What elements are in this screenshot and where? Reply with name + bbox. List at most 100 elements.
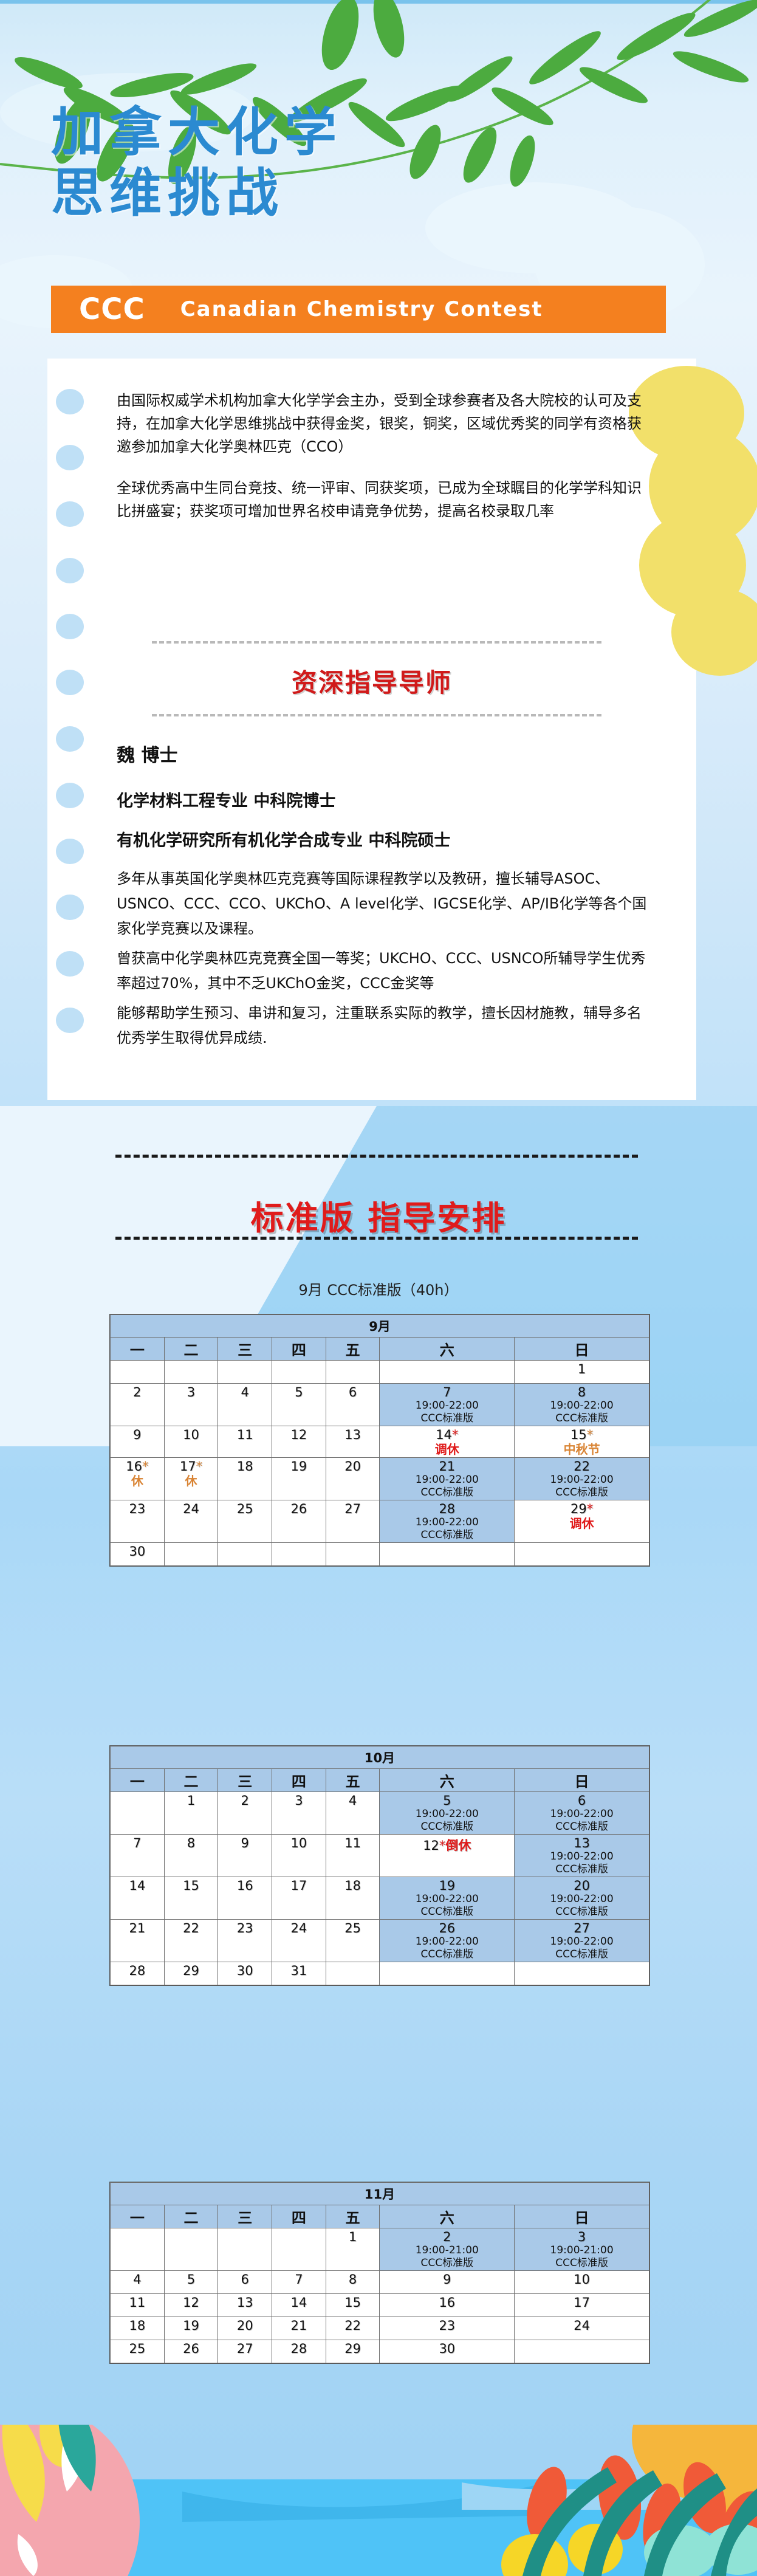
calendar-class-name: CCC标准版 [555, 1486, 608, 1499]
calendar-day-cell: 31 [272, 1962, 326, 1985]
calendar-day-cell: 17 [514, 2293, 649, 2317]
calendar-month-header: 9月 [110, 1314, 649, 1338]
calendar-day-number: 29 [344, 2341, 361, 2356]
calendar-weekday-cell: 三 [218, 2205, 273, 2228]
instructor-name: 魏 博士 [117, 745, 178, 766]
calendar-day-number: 14 [436, 1427, 452, 1442]
calendar-day-number: 24 [183, 1502, 199, 1516]
calendar-day-tag: 倒休 [445, 1838, 471, 1853]
calendar-weekday-cell: 五 [325, 2205, 380, 2228]
bamboo-branch-decoration [0, 0, 757, 187]
calendar-day-number: 15 [344, 2295, 361, 2310]
calendar-class-time: 19:00-21:00 [550, 2244, 614, 2256]
intro-paragraph-1: 由国际权威学术机构加拿大化学学会主办，受到全球参赛者及各大院校的认可及支持，在加… [117, 392, 642, 455]
calendar-day-number: 6 [348, 1385, 357, 1400]
calendar-day-cell: 27 [325, 1500, 380, 1543]
calendar-class-cell[interactable]: 8 19:00-22:00 CCC标准版 [514, 1383, 649, 1426]
calendar-class-cell[interactable]: 27 19:00-22:00 CCC标准版 [514, 1919, 649, 1962]
calendar-class-cell[interactable]: 19 19:00-22:00 CCC标准版 [379, 1877, 515, 1920]
calendar-day-number: 31 [290, 1963, 307, 1978]
calendar-day-cell: 29* 调休 [514, 1500, 649, 1543]
calendar-day-cell: 22 [325, 2317, 380, 2340]
calendar-day-cell: 28 [110, 1962, 165, 1985]
calendar-class-name: CCC标准版 [420, 1906, 474, 1918]
calendar-day-cell: 26 [163, 2340, 219, 2363]
calendar-day-number: 22 [183, 1921, 199, 1935]
calendar-day-cell: 3 [163, 1383, 219, 1426]
calendar-class-time: 19:00-22:00 [415, 1935, 479, 1948]
calendar-day-number: 1 [577, 1362, 586, 1376]
calendar-day-cell: 20 [218, 2317, 273, 2340]
calendar-class-cell[interactable]: 7 19:00-22:00 CCC标准版 [379, 1383, 515, 1426]
calendar-day-number: 2 [133, 1385, 142, 1400]
calendar-day-number: 25 [344, 1921, 361, 1935]
card-bullet-dots [56, 389, 92, 1082]
calendar-class-cell[interactable]: 21 19:00-22:00 CCC标准版 [379, 1457, 515, 1500]
calendar-class-name: CCC标准版 [555, 1948, 608, 1960]
calendar-class-name: CCC标准版 [555, 1906, 608, 1918]
calendar-day-cell: 5 [272, 1383, 326, 1426]
schedule-subtitle: 9月 CCC标准版（40h） [298, 1282, 459, 1299]
calendar-day-number: 15 [570, 1427, 587, 1442]
calendar-class-cell[interactable]: 2 19:00-21:00 CCC标准版 [379, 2228, 515, 2271]
calendar-day-number: 20 [236, 2318, 253, 2333]
calendar-day-number: 17 [179, 1459, 196, 1474]
calendar-day-cell: 20 [325, 1457, 380, 1500]
calendar-day-number: 29 [570, 1502, 587, 1516]
calendar-day-number: 16 [126, 1459, 142, 1474]
calendar-day-cell: 7 [110, 1834, 165, 1877]
calendar-day-cell: 11 [325, 1834, 380, 1877]
calendar-day-cell: 21 [272, 2317, 326, 2340]
bullet-dot [56, 670, 84, 695]
calendar-class-cell[interactable]: 28 19:00-22:00 CCC标准版 [379, 1500, 515, 1543]
calendar-day-cell: 16 [379, 2293, 515, 2317]
calendar-day-number: 8 [348, 2272, 357, 2287]
instructor-section-title: 资深指导导师 [291, 668, 452, 698]
calendar-week-row: 1 [110, 1360, 649, 1384]
calendar-weekday-cell: 五 [325, 1337, 380, 1361]
calendar-class-cell[interactable]: 6 19:00-22:00 CCC标准版 [514, 1791, 649, 1835]
calendar-day-cell: 17 [272, 1877, 326, 1920]
calendar-class-cell[interactable]: 5 19:00-22:00 CCC标准版 [379, 1791, 515, 1835]
calendar-class-cell[interactable]: 13 19:00-22:00 CCC标准版 [514, 1834, 649, 1877]
calendar-day-cell: 1 [325, 2228, 380, 2271]
calendar-class-cell[interactable]: 3 19:00-21:00 CCC标准版 [514, 2228, 649, 2271]
calendar-day-number: 28 [129, 1963, 146, 1978]
calendar-day-cell: 10 [272, 1834, 326, 1877]
holiday-asterisk-icon: * [586, 1427, 594, 1442]
calendar-day-cell: 12 [272, 1426, 326, 1458]
calendar-day-cell: 23 [110, 1500, 165, 1543]
calendar-day-cell [163, 1542, 219, 1566]
calendar-day-cell: 19 [163, 2317, 219, 2340]
calendar-class-cell[interactable]: 20 19:00-22:00 CCC标准版 [514, 1877, 649, 1920]
calendar-week-row: 14 15 16 17 18 19 19:00-22:00 CCC标准版 20 19:00-22:… [110, 1877, 649, 1920]
calendar-day-cell: 2 [218, 1791, 273, 1835]
yellow-flower-decoration [629, 366, 757, 676]
calendar-day-number: 1 [348, 2230, 357, 2244]
calendar-day-number: 9 [241, 1836, 249, 1850]
calendar-week-row: 21 22 23 24 25 26 19:00-22:00 CCC标准版 27 19:00-22:… [110, 1919, 649, 1962]
calendar-day-number: 23 [236, 1921, 253, 1935]
calendar-month-label: 10月 [110, 1746, 649, 1769]
calendar-class-name: CCC标准版 [420, 1948, 474, 1960]
calendar-day-number: 11 [344, 1836, 361, 1850]
content-card [47, 359, 696, 1100]
calendar-class-time: 19:00-22:00 [415, 1516, 479, 1528]
calendar-day-number: 28 [290, 2341, 307, 2356]
calendar-day-cell: 7 [272, 2270, 326, 2294]
calendar-day-cell: 27 [218, 2340, 273, 2363]
calendar-day-cell: 1 [163, 1791, 219, 1835]
calendar-class-cell[interactable]: 26 19:00-22:00 CCC标准版 [379, 1919, 515, 1962]
calendar-class-name: CCC标准版 [555, 1412, 608, 1424]
bullet-dot [56, 839, 84, 864]
calendar-day-number: 4 [133, 2272, 142, 2287]
calendar-day-cell: 25 [218, 1500, 273, 1543]
calendar-day-cell [379, 1962, 515, 1985]
calendar-day-cell: 18 [110, 2317, 165, 2340]
calendar-day-number: 12 [183, 2295, 199, 2310]
calendar-october: 10月一二三四五六日 1 2 3 4 5 19:00-22:00 CCC标准版 6 19:00-2… [109, 1745, 650, 1986]
calendar-class-name: CCC标准版 [555, 2257, 608, 2269]
calendar-class-cell[interactable]: 22 19:00-22:00 CCC标准版 [514, 1457, 649, 1500]
calendar-day-number: 30 [236, 1963, 253, 1978]
calendar-day-cell: 6 [218, 2270, 273, 2294]
